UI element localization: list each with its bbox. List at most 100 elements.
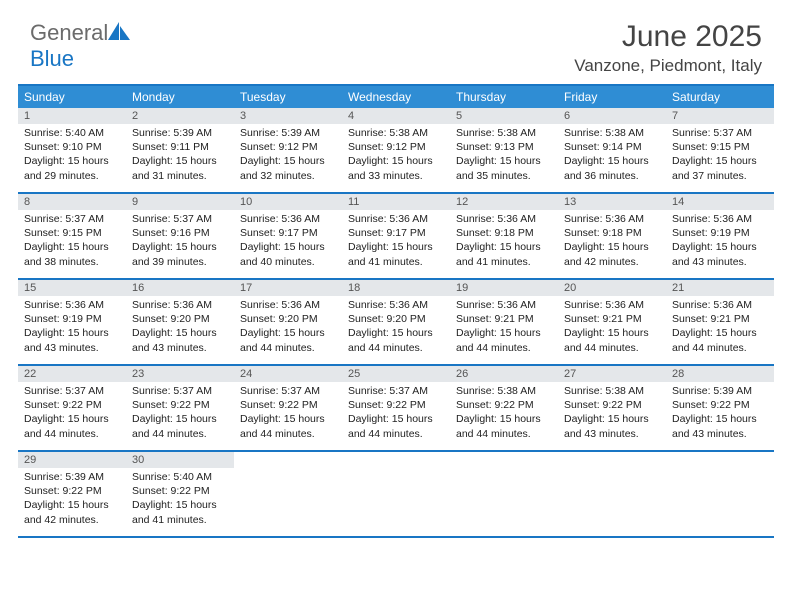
sunset-text: Sunset: 9:22 PM	[348, 398, 444, 412]
day-body: Sunrise: 5:36 AMSunset: 9:21 PMDaylight:…	[558, 296, 666, 359]
day-cell: 18Sunrise: 5:36 AMSunset: 9:20 PMDayligh…	[342, 280, 450, 364]
day-cell: 25Sunrise: 5:37 AMSunset: 9:22 PMDayligh…	[342, 366, 450, 450]
day-body: Sunrise: 5:36 AMSunset: 9:17 PMDaylight:…	[234, 210, 342, 273]
daylight-text: Daylight: 15 hours and 43 minutes.	[132, 326, 228, 354]
day-cell: 4Sunrise: 5:38 AMSunset: 9:12 PMDaylight…	[342, 108, 450, 192]
sunrise-text: Sunrise: 5:37 AM	[132, 384, 228, 398]
day-cell: 17Sunrise: 5:36 AMSunset: 9:20 PMDayligh…	[234, 280, 342, 364]
calendar: SundayMondayTuesdayWednesdayThursdayFrid…	[18, 84, 774, 538]
day-cell: 7Sunrise: 5:37 AMSunset: 9:15 PMDaylight…	[666, 108, 774, 192]
sunset-text: Sunset: 9:19 PM	[24, 312, 120, 326]
sunrise-text: Sunrise: 5:36 AM	[672, 298, 768, 312]
day-body: Sunrise: 5:36 AMSunset: 9:20 PMDaylight:…	[234, 296, 342, 359]
daylight-text: Daylight: 15 hours and 44 minutes.	[348, 326, 444, 354]
day-body: Sunrise: 5:37 AMSunset: 9:15 PMDaylight:…	[18, 210, 126, 273]
day-body: Sunrise: 5:38 AMSunset: 9:13 PMDaylight:…	[450, 124, 558, 187]
sunrise-text: Sunrise: 5:36 AM	[240, 212, 336, 226]
day-body: Sunrise: 5:39 AMSunset: 9:22 PMDaylight:…	[18, 468, 126, 531]
daylight-text: Daylight: 15 hours and 31 minutes.	[132, 154, 228, 182]
day-body: Sunrise: 5:36 AMSunset: 9:20 PMDaylight:…	[342, 296, 450, 359]
sunrise-text: Sunrise: 5:36 AM	[348, 212, 444, 226]
sunset-text: Sunset: 9:20 PM	[348, 312, 444, 326]
sunset-text: Sunset: 9:22 PM	[456, 398, 552, 412]
day-number: 27	[558, 366, 666, 382]
day-cell: 3Sunrise: 5:39 AMSunset: 9:12 PMDaylight…	[234, 108, 342, 192]
day-body: Sunrise: 5:36 AMSunset: 9:17 PMDaylight:…	[342, 210, 450, 273]
day-number: 2	[126, 108, 234, 124]
daylight-text: Daylight: 15 hours and 43 minutes.	[672, 412, 768, 440]
day-number: 23	[126, 366, 234, 382]
day-body: Sunrise: 5:36 AMSunset: 9:21 PMDaylight:…	[666, 296, 774, 359]
day-cell: 21Sunrise: 5:36 AMSunset: 9:21 PMDayligh…	[666, 280, 774, 364]
sunrise-text: Sunrise: 5:36 AM	[348, 298, 444, 312]
sunset-text: Sunset: 9:11 PM	[132, 140, 228, 154]
day-cell: 11Sunrise: 5:36 AMSunset: 9:17 PMDayligh…	[342, 194, 450, 278]
daylight-text: Daylight: 15 hours and 38 minutes.	[24, 240, 120, 268]
sunset-text: Sunset: 9:21 PM	[672, 312, 768, 326]
daylight-text: Daylight: 15 hours and 33 minutes.	[348, 154, 444, 182]
daylight-text: Daylight: 15 hours and 43 minutes.	[564, 412, 660, 440]
sunrise-text: Sunrise: 5:40 AM	[24, 126, 120, 140]
daylight-text: Daylight: 15 hours and 35 minutes.	[456, 154, 552, 182]
daylight-text: Daylight: 15 hours and 44 minutes.	[564, 326, 660, 354]
daylight-text: Daylight: 15 hours and 42 minutes.	[24, 498, 120, 526]
sunset-text: Sunset: 9:22 PM	[672, 398, 768, 412]
daylight-text: Daylight: 15 hours and 37 minutes.	[672, 154, 768, 182]
empty-cell	[450, 452, 558, 536]
day-number: 12	[450, 194, 558, 210]
logo-word-2: Blue	[30, 46, 74, 71]
day-cell: 14Sunrise: 5:36 AMSunset: 9:19 PMDayligh…	[666, 194, 774, 278]
day-cell: 13Sunrise: 5:36 AMSunset: 9:18 PMDayligh…	[558, 194, 666, 278]
dayname: Sunday	[18, 86, 126, 108]
day-number: 7	[666, 108, 774, 124]
logo: General Blue	[30, 20, 130, 72]
sunrise-text: Sunrise: 5:36 AM	[456, 298, 552, 312]
daylight-text: Daylight: 15 hours and 41 minutes.	[348, 240, 444, 268]
sunset-text: Sunset: 9:22 PM	[132, 398, 228, 412]
day-number: 16	[126, 280, 234, 296]
empty-cell	[666, 452, 774, 536]
day-body: Sunrise: 5:39 AMSunset: 9:11 PMDaylight:…	[126, 124, 234, 187]
day-number: 11	[342, 194, 450, 210]
day-cell: 26Sunrise: 5:38 AMSunset: 9:22 PMDayligh…	[450, 366, 558, 450]
empty-cell	[558, 452, 666, 536]
daylight-text: Daylight: 15 hours and 44 minutes.	[132, 412, 228, 440]
day-body: Sunrise: 5:37 AMSunset: 9:16 PMDaylight:…	[126, 210, 234, 273]
day-cell: 28Sunrise: 5:39 AMSunset: 9:22 PMDayligh…	[666, 366, 774, 450]
sunrise-text: Sunrise: 5:38 AM	[348, 126, 444, 140]
dayname: Monday	[126, 86, 234, 108]
day-number: 22	[18, 366, 126, 382]
day-cell: 16Sunrise: 5:36 AMSunset: 9:20 PMDayligh…	[126, 280, 234, 364]
day-body: Sunrise: 5:38 AMSunset: 9:12 PMDaylight:…	[342, 124, 450, 187]
sunrise-text: Sunrise: 5:37 AM	[672, 126, 768, 140]
daylight-text: Daylight: 15 hours and 44 minutes.	[348, 412, 444, 440]
day-number: 24	[234, 366, 342, 382]
sunrise-text: Sunrise: 5:38 AM	[456, 126, 552, 140]
sunset-text: Sunset: 9:18 PM	[456, 226, 552, 240]
sunset-text: Sunset: 9:22 PM	[24, 484, 120, 498]
sunset-text: Sunset: 9:22 PM	[240, 398, 336, 412]
daylight-text: Daylight: 15 hours and 44 minutes.	[456, 326, 552, 354]
sunrise-text: Sunrise: 5:36 AM	[564, 298, 660, 312]
day-body: Sunrise: 5:39 AMSunset: 9:12 PMDaylight:…	[234, 124, 342, 187]
day-body: Sunrise: 5:36 AMSunset: 9:20 PMDaylight:…	[126, 296, 234, 359]
sunrise-text: Sunrise: 5:38 AM	[564, 384, 660, 398]
sunset-text: Sunset: 9:12 PM	[348, 140, 444, 154]
sunrise-text: Sunrise: 5:36 AM	[132, 298, 228, 312]
day-number: 26	[450, 366, 558, 382]
sunset-text: Sunset: 9:17 PM	[240, 226, 336, 240]
day-body: Sunrise: 5:38 AMSunset: 9:22 PMDaylight:…	[558, 382, 666, 445]
sunrise-text: Sunrise: 5:36 AM	[672, 212, 768, 226]
day-number: 9	[126, 194, 234, 210]
day-cell: 1Sunrise: 5:40 AMSunset: 9:10 PMDaylight…	[18, 108, 126, 192]
day-number: 29	[18, 452, 126, 468]
daylight-text: Daylight: 15 hours and 41 minutes.	[456, 240, 552, 268]
day-number: 19	[450, 280, 558, 296]
day-body: Sunrise: 5:37 AMSunset: 9:22 PMDaylight:…	[18, 382, 126, 445]
day-number: 17	[234, 280, 342, 296]
day-cell: 29Sunrise: 5:39 AMSunset: 9:22 PMDayligh…	[18, 452, 126, 536]
sunrise-text: Sunrise: 5:39 AM	[132, 126, 228, 140]
week-row: 29Sunrise: 5:39 AMSunset: 9:22 PMDayligh…	[18, 452, 774, 538]
day-number: 15	[18, 280, 126, 296]
day-body: Sunrise: 5:37 AMSunset: 9:15 PMDaylight:…	[666, 124, 774, 187]
